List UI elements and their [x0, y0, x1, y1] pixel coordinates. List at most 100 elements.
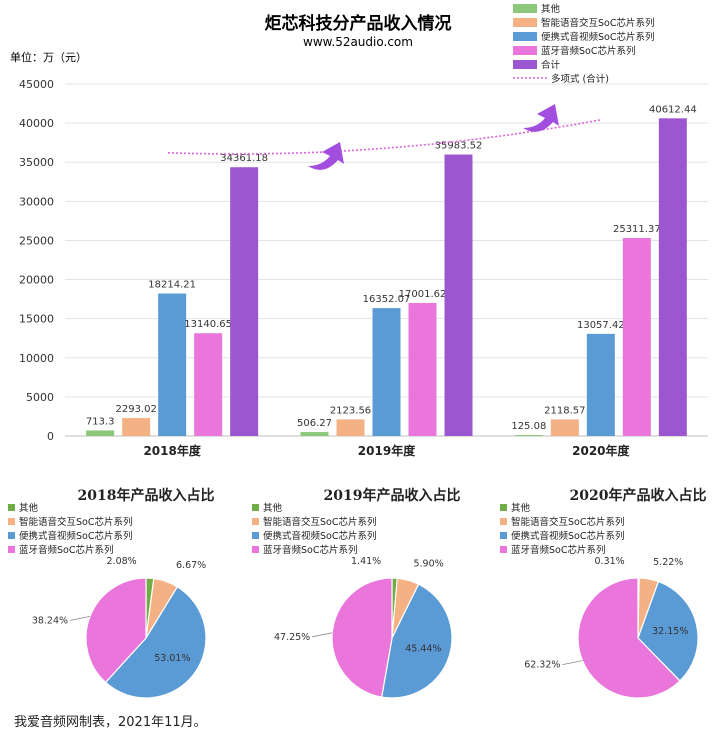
- bar: [122, 418, 151, 436]
- bar-value-label: 40612.44: [649, 104, 697, 115]
- pie-title: 2020年产品收入占比: [570, 487, 707, 504]
- legend-label: 便携式音视频SoC芯片系列: [541, 31, 654, 43]
- bar: [658, 118, 687, 437]
- pie-legend-label: 便携式音视频SoC芯片系列: [263, 530, 376, 542]
- pie-chart: 2020年产品收入占比其他智能语音交互SoC芯片系列便携式音视频SoC芯片系列蓝…: [500, 487, 707, 699]
- y-tick-label: 35000: [19, 156, 54, 169]
- bar: [444, 154, 473, 436]
- bar-value-label: 2293.02: [115, 404, 156, 415]
- y-tick-label: 25000: [19, 234, 54, 247]
- bar: [194, 333, 223, 436]
- pie-legend-swatch: [500, 532, 507, 539]
- pie-legend-swatch: [500, 504, 507, 511]
- x-category-label: 2019年度: [358, 443, 416, 458]
- pie-value-label: 53.01%: [154, 653, 190, 664]
- bar: [550, 419, 579, 436]
- legend-label: 其他: [541, 3, 561, 15]
- bar-value-label: 713.3: [86, 416, 115, 427]
- pie-title: 2019年产品收入占比: [324, 487, 461, 504]
- pie-legend-swatch: [252, 504, 259, 511]
- bar: [514, 435, 543, 436]
- arrow-shape: [308, 142, 344, 170]
- pie-legend-label: 其他: [19, 502, 39, 514]
- chart-title: 炬芯科技分产品收入情况: [265, 13, 452, 34]
- bar: [158, 293, 187, 436]
- pie-legend-label: 蓝牙音频SoC芯片系列: [511, 544, 605, 556]
- pie-value-label: 47.25%: [274, 632, 310, 643]
- pie-leader-line: [562, 660, 583, 666]
- pie-legend-label: 蓝牙音频SoC芯片系列: [19, 544, 113, 556]
- x-category-label: 2020年度: [572, 443, 630, 458]
- legend-label: 智能语音交互SoC芯片系列: [541, 17, 654, 29]
- pie-legend-label: 智能语音交互SoC芯片系列: [19, 516, 132, 528]
- pie-value-label: 0.31%: [595, 556, 625, 567]
- pie-legend-swatch: [252, 546, 259, 553]
- pie-legend-swatch: [500, 546, 507, 553]
- pie-slice: [104, 586, 207, 699]
- pie-slice: [577, 577, 681, 699]
- legend-swatch: [513, 32, 537, 41]
- pie-value-label: 32.15%: [652, 626, 688, 637]
- pie-legend-swatch: [252, 518, 259, 525]
- x-category-label: 2018年度: [143, 443, 201, 458]
- pie-legend-label: 便携式音视频SoC芯片系列: [511, 530, 624, 542]
- legend-label: 多项式 (合计): [551, 73, 609, 85]
- legend-swatch: [513, 46, 537, 55]
- pie-legend-label: 智能语音交互SoC芯片系列: [263, 516, 376, 528]
- pie-legend-label: 便携式音视频SoC芯片系列: [19, 530, 132, 542]
- pie-legend-swatch: [8, 518, 15, 525]
- bar: [408, 303, 437, 436]
- bar: [372, 308, 401, 436]
- bar-value-label: 13057.42: [577, 320, 625, 331]
- pie-legend-label: 其他: [511, 502, 531, 514]
- chart-subtitle: www.52audio.com: [303, 35, 413, 49]
- bar-value-label: 18214.21: [148, 280, 196, 291]
- bar-value-label: 34361.18: [220, 153, 268, 164]
- bar: [300, 432, 329, 436]
- legend-swatch: [513, 60, 537, 69]
- bar: [230, 167, 259, 436]
- pie-value-label: 62.32%: [524, 660, 560, 671]
- pie-chart: 2019年产品收入占比其他智能语音交互SoC芯片系列便携式音视频SoC芯片系列蓝…: [252, 487, 461, 699]
- y-tick-label: 45000: [19, 78, 54, 91]
- bar-value-label: 16352.07: [363, 294, 411, 305]
- arrow-shape: [523, 104, 559, 132]
- pie-legend-swatch: [8, 546, 15, 553]
- pie-legend-swatch: [8, 504, 15, 511]
- y-tick-label: 30000: [19, 195, 54, 208]
- trend-arrow-icon: [308, 142, 344, 170]
- pie-value-label: 5.22%: [653, 557, 683, 568]
- pie-legend-label: 其他: [263, 502, 283, 514]
- bar: [336, 419, 365, 436]
- pie-legend-swatch: [8, 532, 15, 539]
- legend-label: 合计: [541, 59, 561, 71]
- pie-chart: 2018年产品收入占比其他智能语音交互SoC芯片系列便携式音视频SoC芯片系列蓝…: [8, 487, 214, 699]
- y-tick-label: 0: [47, 430, 54, 443]
- bar-chart: 0 5000 10000 15000 20000 25000 30000 35000 40000…: [19, 3, 708, 458]
- pie-legend-swatch: [252, 532, 259, 539]
- legend-swatch: [513, 4, 537, 13]
- pie-value-label: 38.24%: [32, 615, 68, 626]
- trendline: [167, 119, 601, 155]
- pie-value-label: 45.44%: [405, 643, 441, 654]
- trend-arrow-icon: [523, 104, 559, 132]
- y-tick-label: 20000: [19, 274, 54, 287]
- pie-value-label: 1.41%: [351, 556, 381, 567]
- legend-swatch: [513, 18, 537, 27]
- legend-label: 蓝牙音频SoC芯片系列: [541, 45, 635, 57]
- pie-legend-label: 蓝牙音频SoC芯片系列: [263, 544, 357, 556]
- pie-legend-label: 智能语音交互SoC芯片系列: [511, 516, 624, 528]
- y-tick-label: 15000: [19, 313, 54, 326]
- y-tick-label: 5000: [26, 391, 54, 404]
- pie-value-label: 2.08%: [107, 556, 137, 567]
- pie-legend-swatch: [500, 518, 507, 525]
- footer-note: 我爱音频网制表，2021年11月。: [14, 715, 207, 730]
- unit-label: 单位：万（元）: [10, 50, 87, 64]
- bar: [622, 238, 651, 436]
- y-tick-label: 10000: [19, 352, 54, 365]
- bar-value-label: 2123.56: [330, 405, 371, 416]
- bar-value-label: 506.27: [297, 418, 332, 429]
- pie-slice: [85, 577, 147, 684]
- pie-slice: [331, 577, 393, 698]
